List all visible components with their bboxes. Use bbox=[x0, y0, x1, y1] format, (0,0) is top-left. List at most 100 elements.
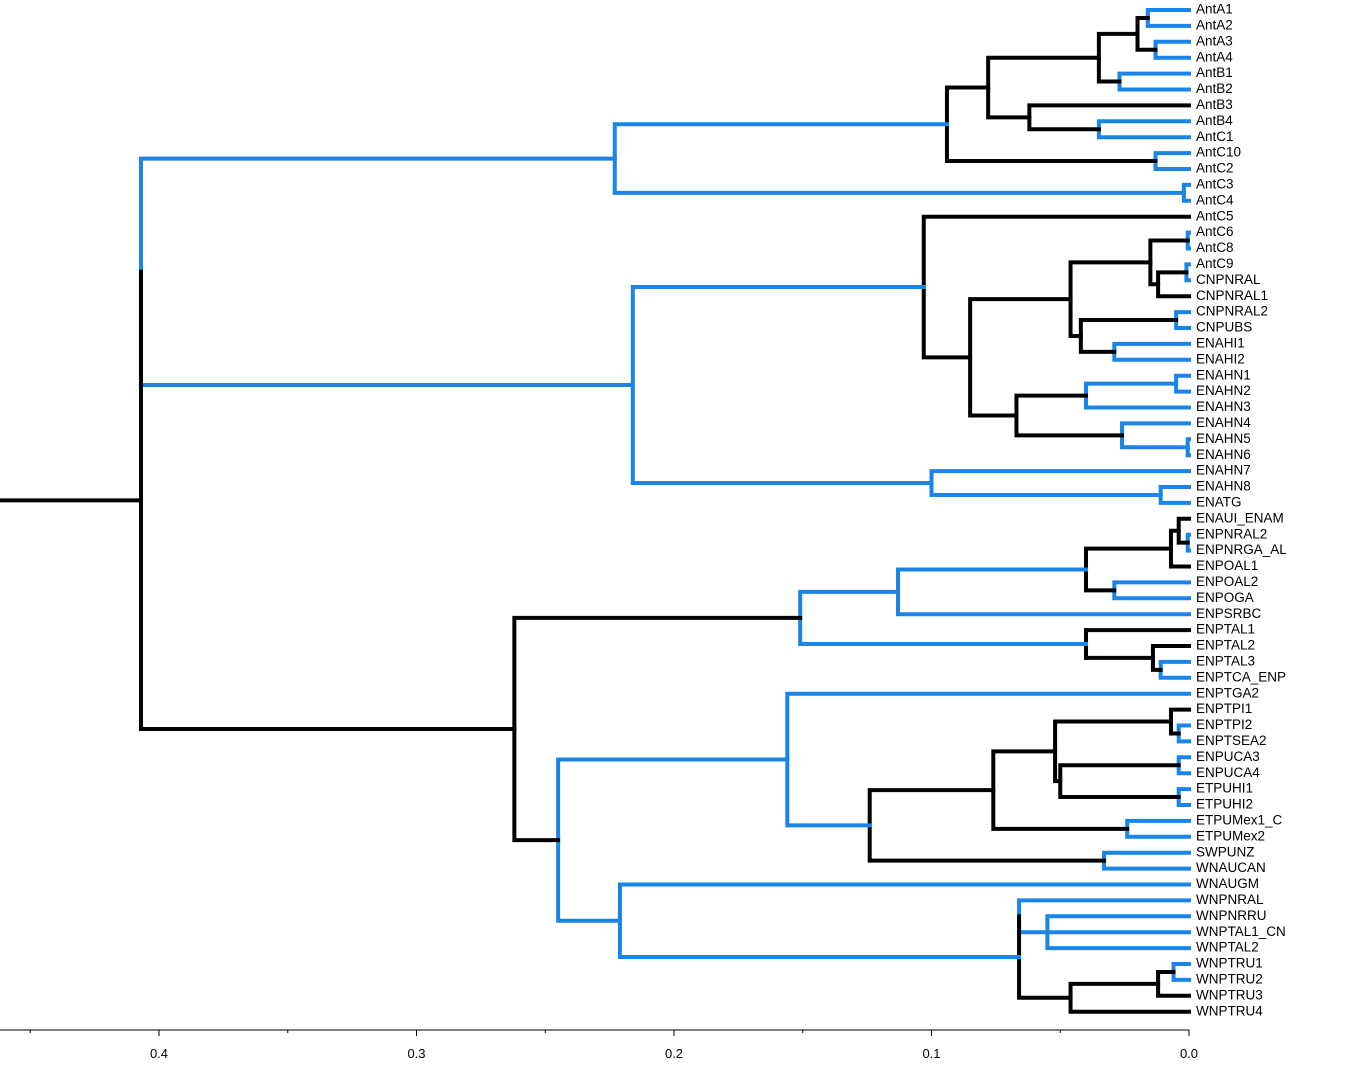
dendrogram-link bbox=[1112, 341, 1191, 362]
leaf-label: AntC3 bbox=[1196, 176, 1234, 191]
leaf-label: CNPUBS bbox=[1196, 320, 1252, 335]
dendrogram-link bbox=[1150, 644, 1191, 672]
leaf-label: ENAHN1 bbox=[1196, 367, 1251, 382]
dendrogram-link bbox=[630, 285, 934, 486]
dendrogram-link bbox=[867, 788, 1107, 863]
leaf-label: WNPTAL2 bbox=[1196, 940, 1259, 955]
leaf-label: WNPTRU2 bbox=[1196, 971, 1263, 986]
leaf-label: CNPNRAL2 bbox=[1196, 304, 1268, 319]
dendrogram-link bbox=[1171, 962, 1191, 982]
x-tick-label: 0.0 bbox=[1180, 1046, 1198, 1061]
dendrogram-link bbox=[1045, 914, 1191, 951]
dendrogram-link bbox=[1112, 580, 1191, 601]
dendrogram-link bbox=[968, 297, 1073, 418]
leaf-label: WNPNRRU bbox=[1196, 908, 1267, 923]
leaf-label: ETPUHI1 bbox=[1196, 781, 1253, 796]
leaf-label: WNAUCAN bbox=[1196, 860, 1266, 875]
leaf-label: AntC9 bbox=[1196, 256, 1234, 271]
leaf-label: CNPNRAL bbox=[1196, 272, 1261, 287]
dendrogram-link bbox=[1153, 39, 1191, 60]
leaf-label: ENAHN7 bbox=[1196, 463, 1251, 478]
x-axis: 0.4 0.3 0.2 0.1 0.0 bbox=[0, 1029, 1198, 1061]
leaf-label: AntA1 bbox=[1196, 2, 1233, 17]
leaf-label: WNPTAL1_CN bbox=[1196, 924, 1286, 939]
leaf-label: ENAHN2 bbox=[1196, 383, 1251, 398]
dendrogram-link bbox=[556, 757, 790, 923]
dendrogram-link bbox=[138, 156, 635, 388]
dendrogram-link bbox=[1027, 103, 1191, 132]
leaf-label: CNPNRAL1 bbox=[1196, 288, 1268, 303]
dendrogram-link bbox=[1125, 818, 1191, 839]
leaf-label: AntC2 bbox=[1196, 161, 1234, 176]
dendrogram-link bbox=[1102, 850, 1191, 871]
dendrogram-link bbox=[1158, 485, 1191, 505]
leaf-label: AntA2 bbox=[1196, 17, 1233, 32]
dendrogram-link bbox=[785, 691, 1191, 828]
dendrogram-link bbox=[1156, 270, 1191, 299]
dendrogram-link bbox=[1148, 238, 1190, 287]
leaf-label: ENAHN5 bbox=[1196, 431, 1251, 446]
dendrogram-link bbox=[1017, 914, 1073, 1000]
leaf-label: ENAHI1 bbox=[1196, 335, 1245, 350]
dendrogram-link bbox=[896, 567, 1191, 617]
leaf-label: ENAUI_ENAM bbox=[1196, 510, 1284, 525]
dendrogram-link bbox=[798, 589, 1088, 647]
dendrogram-link bbox=[1078, 318, 1179, 354]
leaf-label: ETPUMex1_C bbox=[1196, 812, 1283, 827]
leaf-label: ENPOAL2 bbox=[1196, 574, 1258, 589]
leaf-label: ENPTAL3 bbox=[1196, 653, 1255, 668]
leaf-label: ENATG bbox=[1196, 494, 1242, 509]
leaf-label: AntA4 bbox=[1196, 49, 1233, 64]
leaf-label: AntA3 bbox=[1196, 33, 1233, 48]
leaf-label: WNPTRU3 bbox=[1196, 987, 1263, 1002]
leaf-label: AntB3 bbox=[1196, 97, 1233, 112]
x-tick-label: 0.1 bbox=[922, 1046, 940, 1061]
dendrogram-links bbox=[0, 8, 1191, 1014]
leaf-label: ENAHI2 bbox=[1196, 351, 1245, 366]
leaf-label: WNPTRU4 bbox=[1196, 1003, 1263, 1018]
dendrogram-link bbox=[1120, 421, 1191, 450]
leaf-label: ENPOAL1 bbox=[1196, 558, 1258, 573]
leaf-label: ENAHN4 bbox=[1196, 415, 1251, 430]
dendrogram-link bbox=[1084, 381, 1191, 410]
leaf-label: AntC8 bbox=[1196, 240, 1234, 255]
leaf-label: ENPSRBC bbox=[1196, 606, 1262, 621]
leaf-label: ENPUCA3 bbox=[1196, 749, 1260, 764]
leaf-label: ENPTGA2 bbox=[1196, 685, 1259, 700]
leaf-label: ENPNRGA_AL bbox=[1196, 542, 1287, 557]
leaf-label: AntB4 bbox=[1196, 113, 1233, 128]
leaf-label: AntC4 bbox=[1196, 192, 1234, 207]
dendrogram-link bbox=[921, 214, 1191, 360]
dendrogram-link bbox=[929, 469, 1191, 497]
dendrogram-link bbox=[1117, 71, 1191, 92]
dendrogram-link bbox=[1014, 393, 1125, 438]
x-tick-label: 0.2 bbox=[665, 1046, 683, 1061]
leaf-label: WNPNRAL bbox=[1196, 892, 1264, 907]
dendrogram-link bbox=[138, 269, 517, 732]
leaf-label: ENPNRAL2 bbox=[1196, 526, 1267, 541]
leaf-label: WNPTRU1 bbox=[1196, 956, 1263, 971]
leaf-label: ENPUCA4 bbox=[1196, 765, 1260, 780]
leaf-label: ENPOGA bbox=[1196, 590, 1254, 605]
dendrogram-link bbox=[986, 55, 1101, 120]
leaf-label: ENAHN3 bbox=[1196, 399, 1251, 414]
dendrogram-link bbox=[1096, 119, 1191, 140]
leaf-label: AntB2 bbox=[1196, 81, 1233, 96]
leaf-label: ENPTPI2 bbox=[1196, 717, 1252, 732]
leaf-label: AntC1 bbox=[1196, 129, 1234, 144]
leaf-label: ETPUMex2 bbox=[1196, 828, 1265, 843]
dendrogram-link bbox=[1158, 659, 1191, 680]
leaf-label: ENPTPI1 bbox=[1196, 701, 1252, 716]
leaf-label: SWPUNZ bbox=[1196, 844, 1255, 859]
leaf-label: ETPUHI2 bbox=[1196, 797, 1253, 812]
leaf-label: WNAUGM bbox=[1196, 876, 1259, 891]
leaf-label: AntC6 bbox=[1196, 224, 1234, 239]
leaf-labels: AntA1AntA2AntA3AntA4AntB1AntB2AntB3AntB4… bbox=[1196, 2, 1287, 1019]
leaf-label: ENPTAL2 bbox=[1196, 638, 1255, 653]
leaf-label: AntC10 bbox=[1196, 145, 1241, 160]
dendrogram-link bbox=[1145, 8, 1191, 28]
dendrogram-link bbox=[1058, 763, 1181, 800]
x-tick-label: 0.4 bbox=[150, 1046, 168, 1061]
leaf-label: ENPTAL1 bbox=[1196, 622, 1255, 637]
